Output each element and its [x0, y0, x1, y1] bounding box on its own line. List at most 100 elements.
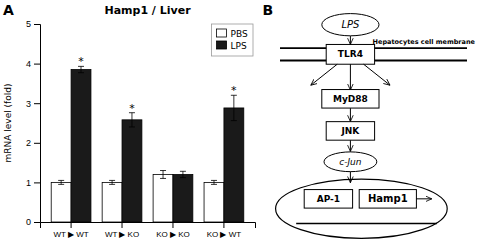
y-tick: 1	[26, 178, 40, 188]
y-tick-label: 3	[26, 99, 31, 109]
y-axis: 0 1 2 3 4 5	[26, 19, 41, 227]
error-bar-stem	[213, 180, 214, 184]
x-tick-mark	[223, 222, 224, 228]
y-axis-line	[34, 25, 41, 223]
diagram-line	[296, 223, 437, 225]
diagram-box	[326, 44, 374, 64]
legend-entry: LPS	[217, 41, 247, 51]
error-bar-stem	[233, 95, 234, 120]
x-tick-label: WT ▶ KO	[105, 230, 139, 239]
error-bar	[211, 180, 217, 184]
diagram-box	[359, 190, 416, 209]
y-tick: 5	[26, 19, 40, 29]
diagram-label: TLR4	[338, 49, 363, 59]
y-tick-mark	[34, 64, 40, 65]
error-bar-stem	[163, 171, 164, 179]
diagram-label: MyD88	[333, 94, 368, 104]
legend-swatch	[217, 41, 227, 49]
y-tick-mark	[34, 103, 40, 104]
diagram-ellipse	[324, 152, 377, 172]
error-bar-cap	[109, 184, 115, 185]
legend-entry: PBS	[217, 29, 248, 39]
y-tick-mark	[34, 222, 40, 223]
panel-label: B	[262, 2, 273, 18]
y-tick-mark	[34, 143, 40, 144]
x-tick: WT ▶ WT	[53, 222, 88, 239]
error-bar-stem	[131, 113, 132, 127]
diagram-arrow	[350, 36, 351, 44]
y-tick: 2	[26, 138, 40, 148]
error-bar-cap	[211, 184, 217, 185]
error-bar-cap	[211, 180, 217, 181]
y-tick-label: 0	[26, 217, 31, 227]
significance-mark: *	[231, 84, 237, 97]
bar	[122, 120, 142, 222]
legend-label: PBS	[231, 29, 248, 39]
bar	[153, 174, 173, 222]
bar	[51, 182, 71, 222]
diagram-arrow	[311, 64, 337, 85]
x-tick: KO ▶ WT	[207, 222, 242, 239]
diagram-box	[322, 90, 379, 109]
diagram-arrow	[350, 108, 351, 121]
y-tick: 3	[26, 99, 40, 109]
bar	[224, 108, 244, 222]
y-tick-mark	[34, 182, 40, 183]
x-tick-label: KO ▶ KO	[156, 230, 190, 239]
diagram-box	[304, 190, 352, 209]
x-tick-mark	[122, 222, 123, 228]
error-bar-cap	[129, 126, 135, 127]
x-tick: WT ▶ KO	[105, 222, 139, 239]
error-bar-cap	[160, 170, 166, 171]
error-bar	[180, 171, 186, 177]
bars	[51, 66, 244, 222]
y-tick-label: 4	[26, 59, 31, 69]
error-bar-cap	[180, 177, 186, 178]
bar-series	[71, 66, 244, 222]
error-bar-stem	[61, 180, 62, 184]
error-bar	[109, 180, 115, 184]
y-tick-label: 2	[26, 138, 31, 148]
diagram-arrow	[350, 64, 351, 90]
diagram-label: AP-1	[317, 194, 340, 204]
error-bar-cap	[58, 180, 64, 181]
error-bar	[160, 171, 166, 179]
diagram-arrow	[350, 172, 351, 183]
bar	[173, 174, 193, 222]
y-tick-mark	[34, 24, 40, 25]
diagram: B LPS TLR4 Hepatocytes cell membrane MyD88 JN…	[262, 2, 475, 238]
x-tick-label: KO ▶ WT	[207, 230, 242, 239]
x-tick-mark	[172, 222, 173, 228]
diagram-ellipse	[322, 14, 379, 36]
x-tick: KO ▶ KO	[156, 222, 190, 239]
error-bar-cap	[180, 171, 186, 172]
error-bar-cap	[109, 180, 115, 181]
error-bar-stem	[182, 171, 183, 177]
x-tick-mark	[71, 222, 72, 228]
error-bar	[231, 95, 237, 120]
diagram-label: LPS	[341, 19, 360, 30]
legend: PBS LPS	[212, 24, 253, 56]
error-bar-cap	[78, 72, 84, 73]
y-tick: 0	[26, 217, 40, 227]
error-bar	[58, 180, 64, 184]
error-bar-cap	[58, 184, 64, 185]
significance-mark: *	[129, 102, 135, 115]
bar	[71, 70, 91, 222]
error-bar-stem	[112, 180, 113, 184]
x-axis-line	[41, 223, 256, 229]
diagram-arrow	[364, 64, 390, 85]
membrane-label: Hepatocytes cell membrane	[373, 38, 476, 46]
y-tick-label: 5	[26, 19, 31, 29]
legend-label: LPS	[231, 41, 247, 51]
title: Hamp1 / Liver	[104, 4, 191, 17]
error-bar	[129, 113, 135, 127]
nucleus	[276, 179, 448, 238]
legend-swatch	[217, 29, 227, 37]
y-axis-title: mRNA level (fold)	[3, 84, 13, 163]
diagram-label: JNK	[340, 126, 360, 136]
y-tick: 4	[26, 59, 40, 69]
significance-mark: *	[78, 55, 84, 68]
bar	[204, 182, 224, 222]
bar	[102, 182, 122, 222]
